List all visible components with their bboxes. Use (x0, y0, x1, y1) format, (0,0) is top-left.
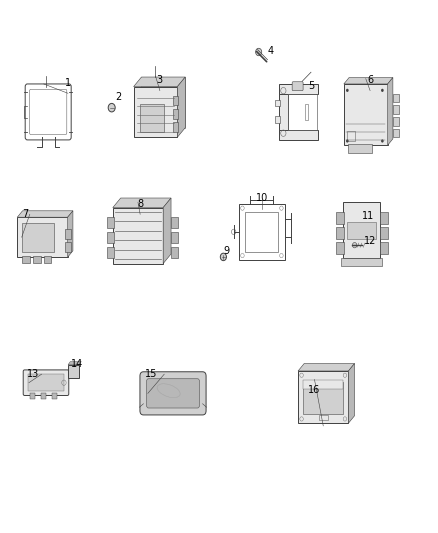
Bar (52, 393, 57, 399)
Circle shape (346, 88, 349, 92)
Text: 2: 2 (115, 92, 121, 102)
Polygon shape (348, 364, 354, 423)
Bar (68, 365, 79, 378)
Text: 11: 11 (362, 211, 374, 221)
Text: 9: 9 (224, 246, 230, 255)
Circle shape (381, 88, 384, 92)
Bar (171, 246, 178, 258)
Circle shape (108, 103, 115, 112)
FancyBboxPatch shape (134, 86, 177, 137)
Bar (173, 95, 178, 105)
Polygon shape (298, 364, 354, 371)
Text: 15: 15 (145, 369, 157, 379)
Bar (279, 92, 287, 132)
Bar (336, 212, 343, 224)
Bar (106, 231, 114, 243)
Bar (347, 222, 375, 239)
Polygon shape (67, 211, 73, 257)
Text: 4: 4 (268, 46, 274, 55)
Bar (239, 204, 285, 260)
Text: 6: 6 (367, 75, 373, 85)
Bar (140, 104, 164, 132)
Polygon shape (113, 198, 171, 207)
Circle shape (256, 49, 262, 56)
Bar (279, 84, 318, 94)
Bar (303, 380, 343, 389)
FancyBboxPatch shape (292, 82, 303, 91)
Bar (380, 227, 388, 239)
Bar (41, 393, 46, 399)
Bar (106, 216, 114, 228)
Bar (22, 256, 30, 262)
Bar (171, 216, 178, 228)
Circle shape (381, 140, 384, 142)
Text: 1: 1 (65, 78, 71, 87)
Bar (279, 130, 318, 140)
Text: 8: 8 (137, 199, 143, 208)
Polygon shape (163, 198, 171, 263)
Polygon shape (344, 77, 393, 84)
Polygon shape (18, 211, 73, 217)
FancyBboxPatch shape (146, 378, 200, 408)
FancyBboxPatch shape (141, 77, 185, 127)
Bar (336, 242, 343, 254)
Bar (393, 105, 399, 114)
Text: 3: 3 (157, 75, 163, 85)
Bar (319, 415, 328, 420)
Bar (287, 94, 318, 130)
Polygon shape (134, 77, 185, 86)
Bar (344, 84, 388, 145)
Text: 13: 13 (27, 369, 39, 379)
Bar (18, 217, 67, 257)
Bar (336, 227, 343, 239)
Bar (340, 259, 382, 266)
Bar (65, 242, 71, 252)
Bar (33, 256, 41, 262)
Bar (173, 109, 178, 118)
Circle shape (353, 243, 357, 248)
Bar (380, 242, 388, 254)
Bar (106, 246, 114, 258)
Bar (347, 132, 355, 141)
Bar (303, 382, 343, 414)
Text: 10: 10 (256, 193, 268, 203)
Text: 7: 7 (22, 209, 28, 219)
Text: 14: 14 (71, 359, 83, 368)
Polygon shape (68, 361, 81, 365)
Circle shape (220, 253, 226, 261)
Bar (393, 117, 399, 125)
FancyBboxPatch shape (23, 370, 69, 395)
Bar (113, 207, 163, 263)
Text: 12: 12 (364, 237, 376, 246)
Bar (65, 229, 71, 238)
Bar (304, 103, 308, 120)
FancyBboxPatch shape (140, 372, 206, 415)
Text: 16: 16 (308, 385, 321, 395)
Bar (393, 94, 399, 102)
Bar (22, 223, 54, 252)
Bar (245, 212, 279, 252)
Bar (44, 256, 52, 262)
Bar (393, 128, 399, 137)
Bar (28, 374, 64, 391)
Bar (275, 116, 280, 123)
Polygon shape (177, 77, 185, 137)
Bar (275, 100, 280, 107)
Bar (298, 371, 348, 423)
Bar (30, 393, 35, 399)
Bar (348, 144, 372, 154)
Polygon shape (388, 77, 393, 145)
Text: 5: 5 (308, 82, 314, 91)
Bar (343, 203, 380, 259)
Bar (171, 231, 178, 243)
Bar (380, 212, 388, 224)
Bar (173, 122, 178, 132)
Circle shape (346, 140, 349, 142)
